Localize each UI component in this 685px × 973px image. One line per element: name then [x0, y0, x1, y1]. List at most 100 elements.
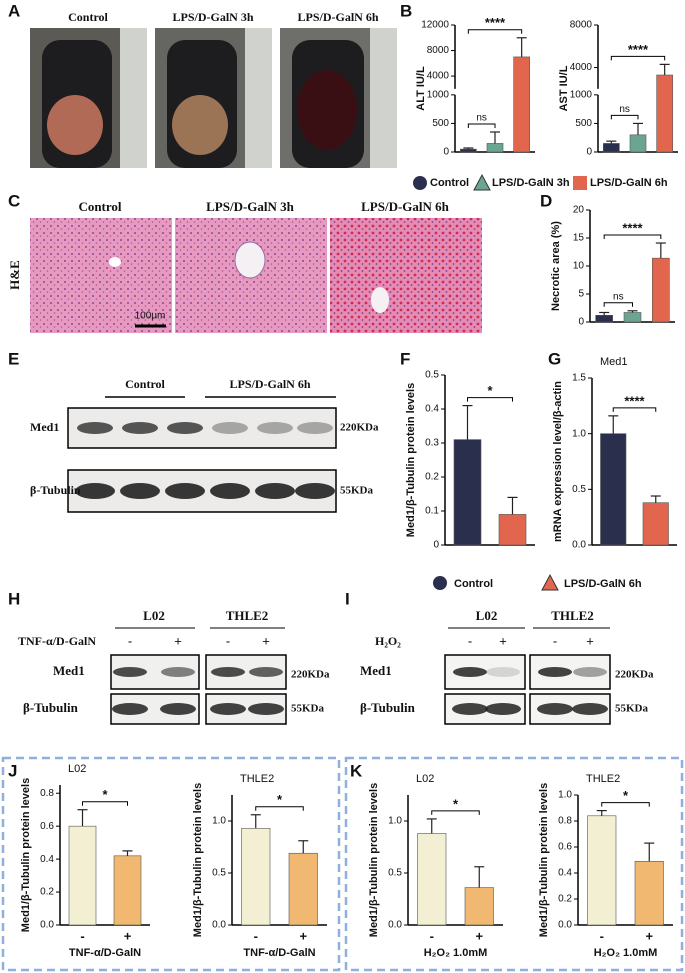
y-tick-label: 8000	[570, 20, 593, 31]
size-label: 55KDa	[340, 485, 374, 497]
y-tick-label: 4000	[570, 62, 593, 73]
histology-image	[330, 218, 482, 333]
y-tick-label: 0.4	[40, 854, 54, 865]
chart-title: THLE2	[240, 773, 274, 785]
photo	[172, 95, 228, 155]
blot-band	[248, 703, 284, 715]
sign-label: -	[468, 633, 472, 648]
significance-label: *	[102, 787, 108, 802]
blot-band	[211, 667, 245, 677]
legend-label: LPS/D-GalN 6h	[590, 177, 668, 189]
bar	[656, 74, 673, 153]
y-tick-label: 1.0	[558, 790, 572, 801]
bar	[113, 855, 142, 926]
y-tick-label: 0.0	[388, 920, 402, 931]
significance-bracket	[431, 810, 480, 815]
bar	[464, 887, 494, 926]
ruler	[370, 28, 397, 168]
bar	[417, 833, 447, 926]
bar	[629, 134, 647, 153]
ruler	[245, 28, 272, 168]
panel-letter: A	[8, 1, 20, 20]
vessel	[109, 257, 121, 267]
x-tick-label: -	[430, 928, 434, 943]
y-tick-label: 0.1	[425, 506, 439, 517]
photo-label: LPS/D-GalN 3h	[172, 10, 253, 24]
significance-label: ns	[613, 291, 624, 302]
y-tick-label: 1.0	[572, 428, 586, 439]
legend-swatch	[573, 176, 587, 190]
y-tick-label: 0.4	[558, 868, 572, 879]
significance-label: *	[277, 792, 283, 807]
photo	[297, 70, 357, 150]
blot-band	[210, 483, 250, 499]
histology-label: LPS/D-GalN 3h	[206, 199, 295, 214]
significance-label: ****	[622, 220, 643, 235]
row-label: Med1	[360, 663, 392, 678]
x-tick-label: +	[645, 928, 653, 943]
bar	[460, 148, 477, 153]
row-label: β-Tubulin	[360, 700, 416, 715]
bar	[603, 143, 620, 153]
bar	[652, 257, 670, 323]
blot-band	[75, 483, 115, 499]
y-tick-label: 0.5	[572, 484, 586, 495]
histology-image	[30, 218, 172, 333]
blot-band	[167, 422, 203, 434]
bar	[595, 314, 613, 323]
lane-label: THLE2	[226, 608, 269, 623]
blot-band	[295, 483, 335, 499]
y-tick-label: 0.8	[558, 816, 572, 827]
x-tick-label: +	[124, 928, 132, 943]
significance-bracket	[603, 234, 662, 240]
blots	[67, 396, 611, 725]
y-tick-label: 0.6	[40, 821, 54, 832]
significance-label: ns	[476, 113, 487, 124]
panel-letter: I	[345, 589, 350, 608]
blot-band	[77, 422, 113, 434]
y-axis-label: Med1/β-Tubulin protein levels	[192, 783, 204, 937]
histology	[30, 218, 482, 333]
y-tick-label: 0.6	[558, 842, 572, 853]
histology-label: LPS/D-GalN 6h	[361, 199, 450, 214]
photo-label: Control	[68, 10, 108, 24]
sign-label: -	[128, 633, 132, 648]
bar	[600, 433, 627, 546]
treatment-label: H₂O₂	[375, 634, 401, 648]
legend-label: LPS/D-GalN 6h	[564, 578, 642, 590]
y-tick-label: 4000	[427, 71, 450, 82]
row-label: β-Tubulin	[30, 483, 81, 497]
legend-swatch	[473, 173, 491, 191]
legend-swatch	[541, 573, 559, 591]
sign-label: +	[586, 633, 594, 648]
bar	[498, 514, 527, 546]
panel-letter: D	[540, 191, 552, 210]
y-tick-label: 5	[578, 289, 584, 300]
y-axis-label: ALT IU/L	[415, 66, 427, 111]
size-label: 220KDa	[615, 669, 654, 681]
bar	[623, 312, 642, 323]
y-tick-label: 1000	[570, 89, 593, 100]
significance-label: ****	[624, 393, 645, 408]
x-tick-label: +	[475, 928, 483, 943]
legend-label: LPS/D-GalN 3h	[492, 177, 570, 189]
y-tick-label: 15	[573, 233, 585, 244]
photo	[47, 95, 103, 155]
y-tick-label: 0.2	[558, 894, 572, 905]
blot-band	[537, 703, 573, 715]
blot-band	[297, 422, 333, 434]
significance-label: ns	[619, 104, 630, 115]
x-tick-label: -	[80, 928, 84, 943]
size-label: 220KDa	[340, 422, 379, 434]
legend-swatch	[413, 176, 427, 190]
significance-bracket	[467, 123, 496, 128]
lane-label: THLE2	[551, 608, 594, 623]
y-tick-label: 0.5	[388, 868, 402, 879]
bar	[453, 439, 482, 546]
y-tick-label: 0	[443, 147, 449, 158]
panel-letter: F	[400, 349, 410, 368]
y-axis-label: Med1/β-Tubulin protein levels	[405, 383, 417, 537]
chart-title: THLE2	[586, 773, 620, 785]
y-tick-label: 0	[578, 317, 584, 328]
y-tick-label: 0	[586, 147, 592, 158]
